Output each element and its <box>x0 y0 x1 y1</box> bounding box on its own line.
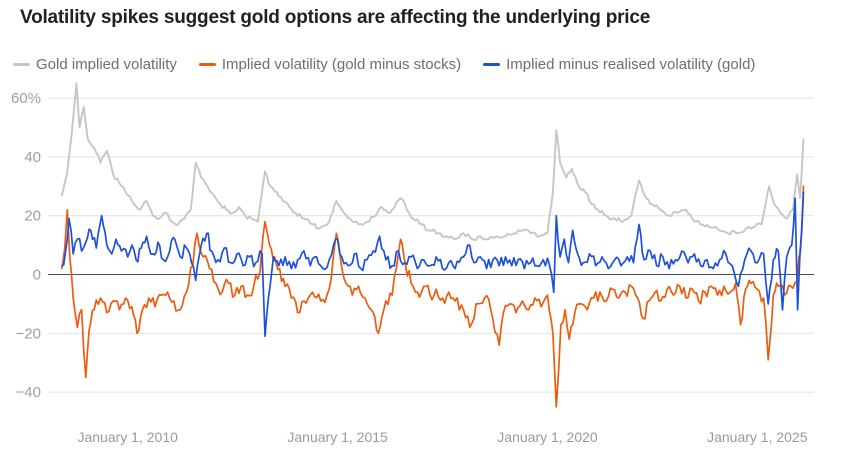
x-axis-tick-label: January 1, 2025 <box>707 429 808 445</box>
orange-line-swatch-icon <box>198 62 216 66</box>
legend-label: Gold implied volatility <box>36 55 177 73</box>
x-axis-tick-label: January 1, 2015 <box>287 429 388 445</box>
series-line-gold-implied-volatility <box>60 82 805 242</box>
page-title: Volatility spikes suggest gold options a… <box>20 7 651 28</box>
y-axis-tick-label: 60% <box>11 90 41 107</box>
x-axis-tick-label: January 1, 2010 <box>77 429 178 445</box>
legend-label: Implied minus realised volatility (gold) <box>506 55 756 73</box>
y-axis-tick-label: −20 <box>16 325 41 342</box>
series-line-implied-volatility-gold-minus-stocks <box>61 185 805 408</box>
series-line-implied-minus-realised-volatility <box>61 191 805 338</box>
blue-line-swatch-icon <box>483 62 501 66</box>
legend-label: Implied volatility (gold minus stocks) <box>221 55 462 73</box>
gray-line-swatch-icon <box>13 62 30 66</box>
chart-legend: Gold implied volatility Implied volatili… <box>13 54 755 74</box>
y-axis-tick-label: 20 <box>24 208 41 225</box>
legend-item-gold-implied-volatility: Gold implied volatility <box>13 56 177 73</box>
x-axis-tick-label: January 1, 2020 <box>497 429 598 445</box>
y-axis-tick-label: 0 <box>33 267 41 284</box>
y-axis-tick-label: −40 <box>16 384 41 401</box>
legend-item-implied-vol-gold-minus-stocks: Implied volatility (gold minus stocks) <box>198 55 462 73</box>
y-axis-tick-label: 40 <box>24 149 41 166</box>
legend-item-implied-minus-realised-vol: Implied minus realised volatility (gold) <box>483 56 755 73</box>
